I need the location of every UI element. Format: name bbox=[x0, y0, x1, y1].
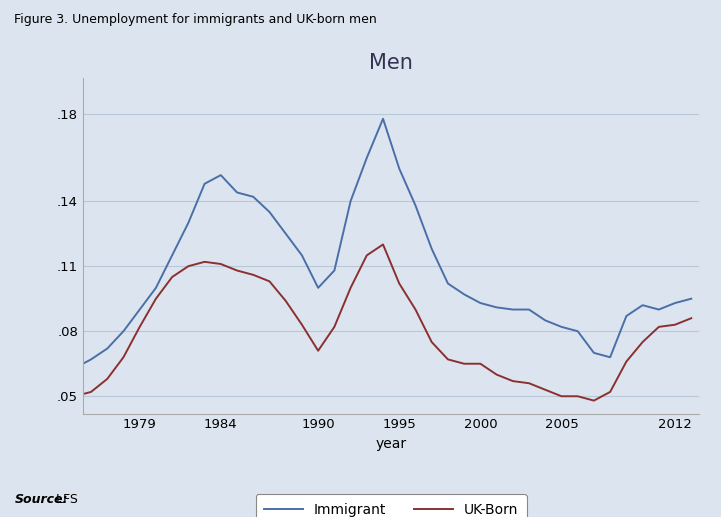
Immigrant bbox=[233, 189, 242, 195]
UK-Born bbox=[281, 298, 290, 304]
X-axis label: year: year bbox=[376, 437, 407, 451]
Legend: Immigrant, UK-Born: Immigrant, UK-Born bbox=[255, 494, 527, 517]
UK-Born bbox=[330, 324, 339, 330]
UK-Born bbox=[541, 387, 549, 393]
UK-Born bbox=[103, 376, 112, 382]
Immigrant bbox=[606, 354, 614, 360]
UK-Born bbox=[460, 361, 469, 367]
UK-Born bbox=[492, 372, 501, 378]
UK-Born bbox=[249, 272, 257, 278]
UK-Born bbox=[638, 339, 647, 345]
UK-Born bbox=[136, 324, 144, 330]
Title: Men: Men bbox=[369, 53, 413, 73]
Immigrant bbox=[428, 246, 436, 252]
UK-Born bbox=[411, 307, 420, 313]
UK-Born bbox=[184, 263, 193, 269]
UK-Born bbox=[265, 278, 274, 284]
Immigrant bbox=[168, 252, 177, 258]
Immigrant bbox=[330, 267, 339, 273]
Immigrant bbox=[525, 307, 534, 313]
Immigrant bbox=[87, 356, 95, 362]
UK-Born bbox=[119, 354, 128, 360]
Immigrant bbox=[184, 220, 193, 226]
Text: LFS: LFS bbox=[52, 493, 78, 506]
Immigrant bbox=[671, 300, 679, 306]
UK-Born bbox=[443, 356, 452, 362]
Immigrant bbox=[363, 155, 371, 161]
Immigrant bbox=[541, 317, 549, 324]
UK-Born bbox=[346, 285, 355, 291]
Text: Figure 3. Unemployment for immigrants and UK-born men: Figure 3. Unemployment for immigrants an… bbox=[14, 13, 377, 26]
UK-Born bbox=[71, 393, 79, 399]
Immigrant bbox=[443, 280, 452, 286]
UK-Born bbox=[314, 347, 322, 354]
Immigrant bbox=[200, 180, 209, 187]
Immigrant bbox=[216, 172, 225, 178]
UK-Born bbox=[622, 358, 631, 364]
Immigrant bbox=[622, 313, 631, 319]
UK-Born bbox=[655, 324, 663, 330]
Immigrant bbox=[557, 324, 566, 330]
Immigrant bbox=[638, 302, 647, 308]
UK-Born bbox=[557, 393, 566, 399]
Immigrant bbox=[281, 231, 290, 237]
UK-Born bbox=[476, 361, 485, 367]
UK-Born bbox=[606, 389, 614, 395]
Immigrant bbox=[103, 345, 112, 352]
UK-Born bbox=[168, 274, 177, 280]
UK-Born bbox=[508, 378, 517, 384]
Immigrant bbox=[655, 307, 663, 313]
Immigrant bbox=[395, 165, 404, 172]
UK-Born bbox=[395, 280, 404, 286]
UK-Born bbox=[525, 380, 534, 386]
Immigrant bbox=[151, 285, 160, 291]
UK-Born bbox=[671, 322, 679, 328]
Line: Immigrant: Immigrant bbox=[75, 119, 691, 368]
Immigrant bbox=[492, 305, 501, 311]
Text: Source:: Source: bbox=[14, 493, 68, 506]
Immigrant bbox=[265, 209, 274, 215]
Immigrant bbox=[590, 350, 598, 356]
Immigrant bbox=[314, 285, 322, 291]
UK-Born bbox=[298, 322, 306, 328]
UK-Born bbox=[363, 252, 371, 258]
UK-Born bbox=[233, 267, 242, 273]
UK-Born bbox=[590, 398, 598, 404]
Immigrant bbox=[460, 291, 469, 297]
Immigrant bbox=[71, 365, 79, 371]
Line: UK-Born: UK-Born bbox=[75, 245, 691, 401]
UK-Born bbox=[379, 241, 387, 248]
Immigrant bbox=[379, 116, 387, 122]
UK-Born bbox=[216, 261, 225, 267]
Immigrant bbox=[119, 328, 128, 334]
UK-Born bbox=[151, 296, 160, 302]
UK-Born bbox=[200, 258, 209, 265]
Immigrant bbox=[573, 328, 582, 334]
Immigrant bbox=[298, 252, 306, 258]
UK-Born bbox=[428, 339, 436, 345]
Immigrant bbox=[249, 194, 257, 200]
Immigrant bbox=[346, 198, 355, 204]
UK-Born bbox=[573, 393, 582, 399]
Immigrant bbox=[411, 202, 420, 208]
Immigrant bbox=[136, 307, 144, 313]
UK-Born bbox=[687, 315, 696, 321]
Immigrant bbox=[687, 296, 696, 302]
Immigrant bbox=[476, 300, 485, 306]
UK-Born bbox=[87, 389, 95, 395]
Immigrant bbox=[508, 307, 517, 313]
